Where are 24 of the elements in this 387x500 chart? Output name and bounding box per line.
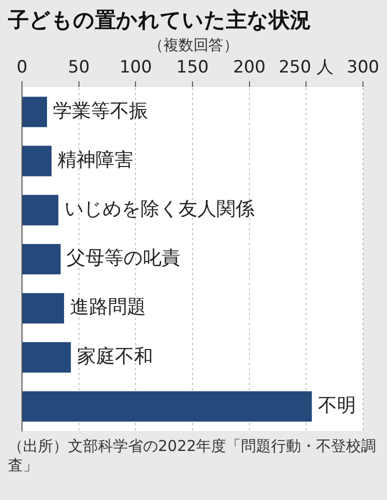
x-tick-label: 50 bbox=[68, 58, 90, 78]
y-tick-label: 父母等の叱責 bbox=[66, 247, 181, 270]
x-tick-label: 200 bbox=[233, 58, 266, 78]
bar bbox=[22, 244, 61, 274]
x-tick-label: 0 bbox=[16, 58, 28, 78]
x-tick-label: 250 人 bbox=[278, 58, 334, 78]
bar bbox=[22, 391, 312, 422]
bar bbox=[22, 96, 48, 128]
y-tick-label: 精神障害 bbox=[58, 148, 134, 171]
y-tick-label: 学業等不振 bbox=[53, 100, 148, 122]
text: （出所）文部科学省の2022年度「問題行動・不登校調査」 bbox=[7, 436, 378, 475]
bar bbox=[22, 342, 71, 373]
bar bbox=[22, 194, 58, 226]
y-tick-label: 家庭不和 bbox=[76, 345, 153, 368]
chart-subtitle: （複数回答） bbox=[148, 36, 240, 55]
bar bbox=[22, 293, 64, 324]
x-tick-label: 300 bbox=[346, 58, 380, 78]
y-tick-label: 不明 bbox=[318, 394, 356, 416]
y-tick-label: 進路問題 bbox=[70, 296, 146, 318]
y-tick-label: いじめを除く友人関係 bbox=[64, 198, 254, 220]
x-tick-label: 150 bbox=[176, 58, 209, 78]
x-tick-label: 100 bbox=[119, 58, 152, 78]
bar bbox=[22, 146, 52, 176]
chart-title: 子どもの置かれていた主な状況 bbox=[7, 7, 312, 34]
